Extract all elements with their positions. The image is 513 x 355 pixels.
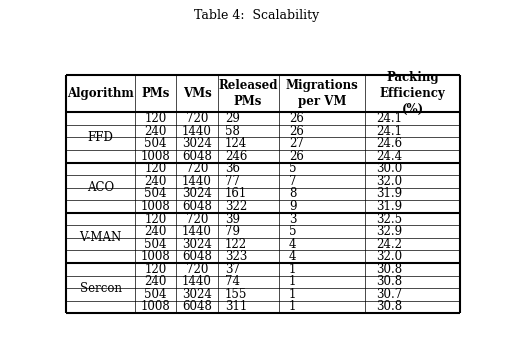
Text: 120: 120 [145,112,167,125]
Text: 5: 5 [289,162,297,175]
Text: 1: 1 [289,288,297,301]
Text: 3024: 3024 [182,237,212,251]
Text: 7: 7 [289,175,297,188]
Text: 246: 246 [225,150,247,163]
Text: 240: 240 [145,175,167,188]
Text: 720: 720 [186,112,208,125]
Text: 322: 322 [225,200,247,213]
Text: 24.1: 24.1 [377,112,403,125]
Text: 32.0: 32.0 [377,250,403,263]
Text: 26: 26 [289,112,304,125]
Text: 120: 120 [145,213,167,225]
Text: 58: 58 [225,125,240,138]
Text: 155: 155 [225,288,247,301]
Text: 240: 240 [145,125,167,138]
Text: 29: 29 [225,112,240,125]
Text: 30.8: 30.8 [377,300,403,313]
Text: 1: 1 [289,300,297,313]
Text: 32.0: 32.0 [377,175,403,188]
Text: 1440: 1440 [182,275,212,288]
Text: 31.9: 31.9 [377,187,403,201]
Text: 720: 720 [186,263,208,276]
Text: 9: 9 [289,200,297,213]
Text: Packing
Efficiency
(%): Packing Efficiency (%) [380,71,445,116]
Text: 124: 124 [225,137,247,150]
Text: 31.9: 31.9 [377,200,403,213]
Text: 1440: 1440 [182,175,212,188]
Text: VMs: VMs [183,87,211,100]
Text: 1008: 1008 [141,250,170,263]
Text: 1008: 1008 [141,200,170,213]
Text: 3: 3 [289,213,297,225]
Text: 1008: 1008 [141,300,170,313]
Text: 4: 4 [289,250,297,263]
Text: 30.0: 30.0 [377,162,403,175]
Text: 27: 27 [289,137,304,150]
Text: 26: 26 [289,125,304,138]
Text: 323: 323 [225,250,247,263]
Text: 39: 39 [225,213,240,225]
Text: 3024: 3024 [182,137,212,150]
Text: 3024: 3024 [182,288,212,301]
Text: ACO: ACO [87,181,114,194]
Text: 6048: 6048 [182,200,212,213]
Text: 504: 504 [144,237,167,251]
Text: 32.9: 32.9 [377,225,403,238]
Text: 30.8: 30.8 [377,263,403,276]
Text: 120: 120 [145,162,167,175]
Text: Migrations
per VM: Migrations per VM [286,79,358,108]
Text: 30.8: 30.8 [377,275,403,288]
Text: 3024: 3024 [182,187,212,201]
Text: 120: 120 [145,263,167,276]
Text: 26: 26 [289,150,304,163]
Text: Algorithm: Algorithm [67,87,134,100]
Text: 6048: 6048 [182,150,212,163]
Text: 240: 240 [145,225,167,238]
Text: 720: 720 [186,162,208,175]
Text: 1440: 1440 [182,225,212,238]
Text: 5: 5 [289,225,297,238]
Text: 1: 1 [289,263,297,276]
Text: 720: 720 [186,213,208,225]
Text: Released
PMs: Released PMs [219,79,278,108]
Text: 36: 36 [225,162,240,175]
Text: 161: 161 [225,187,247,201]
Text: 6048: 6048 [182,250,212,263]
Text: 4: 4 [289,237,297,251]
Text: 24.4: 24.4 [377,150,403,163]
Text: PMs: PMs [142,87,170,100]
Text: 74: 74 [225,275,240,288]
Text: 1: 1 [289,275,297,288]
Text: 504: 504 [144,187,167,201]
Text: 30.7: 30.7 [377,288,403,301]
Text: 77: 77 [225,175,240,188]
Text: 504: 504 [144,288,167,301]
Text: 240: 240 [145,275,167,288]
Text: 32.5: 32.5 [377,213,403,225]
Text: 24.1: 24.1 [377,125,403,138]
Text: V-MAN: V-MAN [80,231,122,244]
Text: 24.6: 24.6 [377,137,403,150]
Text: 24.2: 24.2 [377,237,403,251]
Text: 6048: 6048 [182,300,212,313]
Text: Sercon: Sercon [80,282,122,295]
Text: 1440: 1440 [182,125,212,138]
Text: 504: 504 [144,137,167,150]
Text: 79: 79 [225,225,240,238]
Text: 1008: 1008 [141,150,170,163]
Text: 8: 8 [289,187,297,201]
Text: 122: 122 [225,237,247,251]
Text: 37: 37 [225,263,240,276]
Text: Table 4:  Scalability: Table 4: Scalability [194,10,319,22]
Text: FFD: FFD [88,131,113,144]
Text: 311: 311 [225,300,247,313]
